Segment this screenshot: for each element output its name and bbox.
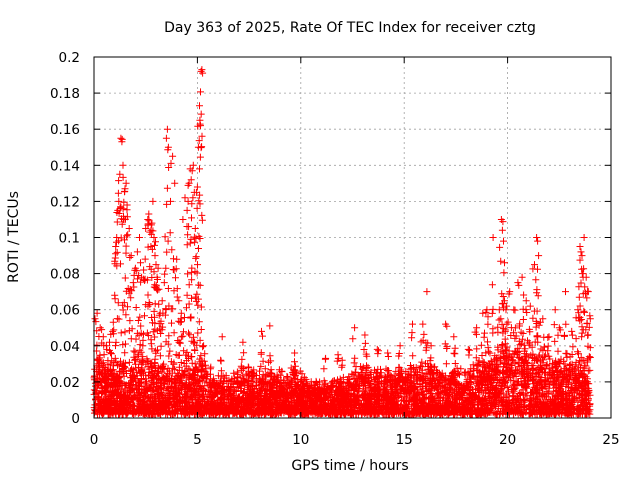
x-tick-label: 0 [90, 432, 99, 448]
y-tick-label: 0.06 [50, 303, 80, 319]
x-tick-label: 20 [499, 432, 516, 448]
x-axis-label: GPS time / hours [291, 458, 408, 474]
y-tick-label: 0.2 [59, 50, 80, 66]
axis-ticks [93, 56, 612, 419]
y-tick-label: 0.08 [50, 267, 80, 283]
y-tick-label: 0.02 [50, 375, 80, 391]
chart-title: Day 363 of 2025, Rate Of TEC Index for r… [164, 20, 536, 36]
data-points [90, 66, 594, 418]
roti-points [90, 66, 594, 418]
x-tick-labels: 0 5 10 15 20 25 [90, 432, 620, 448]
y-tick-label: 0.1 [59, 231, 80, 247]
y-tick-label: 0.16 [50, 122, 80, 138]
y-axis-label: ROTI / TECUs [6, 191, 22, 283]
y-tick-label: 0.14 [50, 158, 80, 174]
x-tick-label: 25 [602, 432, 619, 448]
x-tick-label: 15 [396, 432, 413, 448]
y-tick-label: 0.12 [50, 194, 80, 210]
y-tick-label: 0.04 [50, 339, 80, 355]
y-tick-labels: 0 0.02 0.04 0.06 0.08 0.1 0.12 0.14 0.16 0.18 0.2 [50, 50, 80, 427]
x-tick-label: 5 [193, 432, 202, 448]
y-tick-label: 0.18 [50, 86, 80, 102]
x-tick-label: 10 [292, 432, 309, 448]
y-tick-label: 0 [71, 411, 80, 427]
